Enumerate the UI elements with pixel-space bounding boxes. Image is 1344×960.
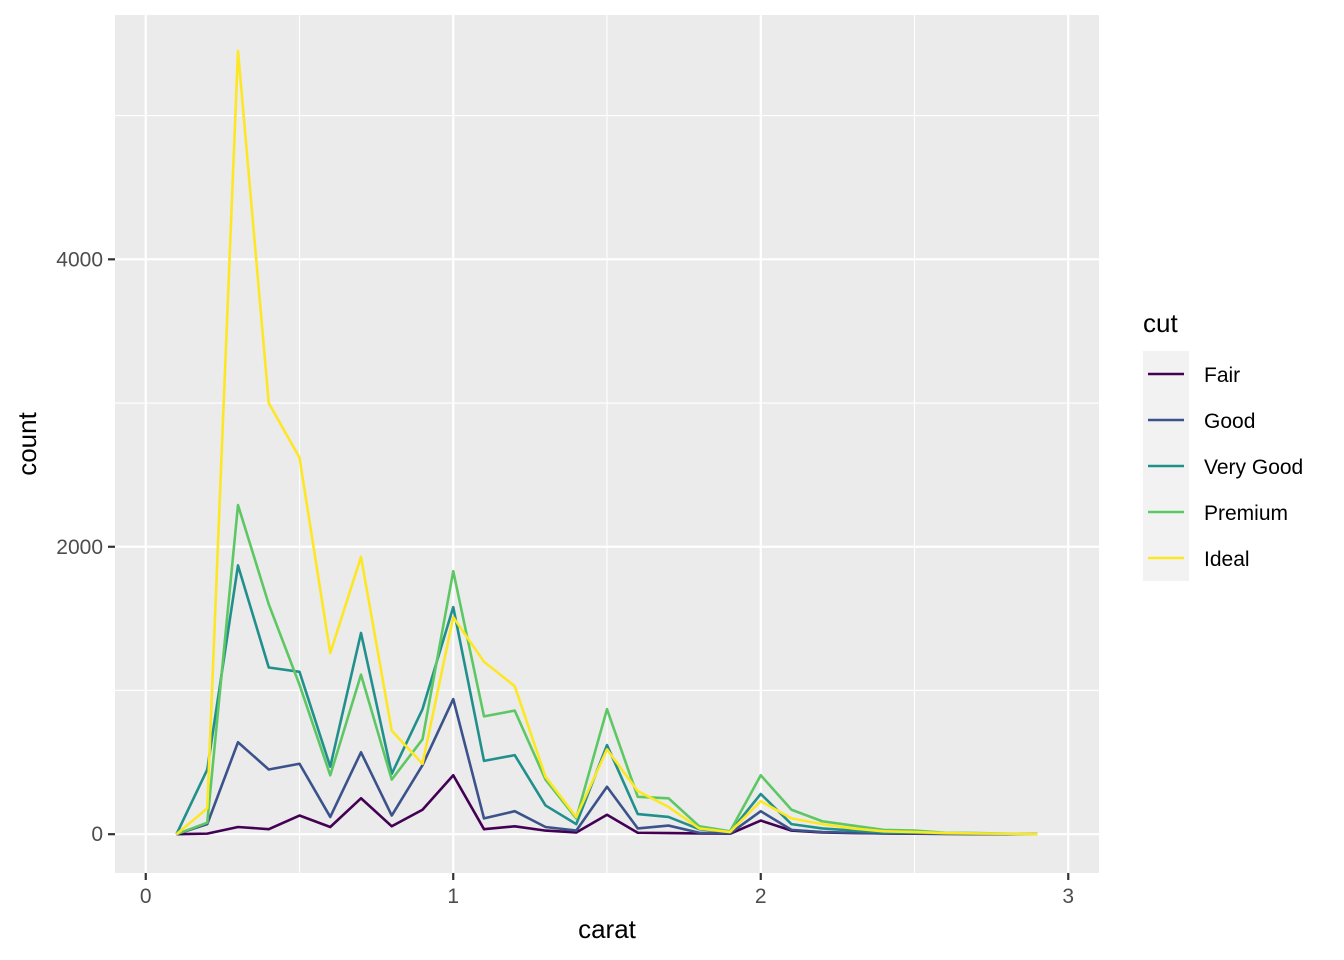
y-tick-label: 0 bbox=[91, 823, 103, 846]
x-axis-title: carat bbox=[578, 914, 637, 944]
minor-gridlines bbox=[115, 15, 1099, 873]
y-tick-label: 2000 bbox=[56, 536, 103, 559]
y-axis-title: count bbox=[12, 411, 42, 475]
series-lines bbox=[175, 49, 1038, 836]
x-tick-label: 3 bbox=[1062, 885, 1074, 908]
legend-label: Fair bbox=[1204, 364, 1240, 387]
x-tick-label: 0 bbox=[140, 885, 152, 908]
legend-label: Ideal bbox=[1204, 548, 1250, 571]
legend-label: Very Good bbox=[1204, 456, 1303, 479]
x-tick-label: 2 bbox=[755, 885, 767, 908]
series-line-premium bbox=[176, 503, 1038, 836]
legend-items: Fair Good Very Good Premium Ideal bbox=[1148, 364, 1303, 571]
legend: cut Fair Good Very Good Premium Ideal bbox=[1143, 308, 1303, 581]
legend-label: Premium bbox=[1204, 502, 1288, 525]
y-tick-label: 4000 bbox=[56, 248, 103, 271]
x-tick-label: 1 bbox=[447, 885, 459, 908]
series-line-ideal bbox=[175, 49, 1038, 836]
legend-label: Good bbox=[1204, 410, 1255, 433]
x-axis: 0 1 2 3 bbox=[140, 873, 1074, 908]
y-axis: 0 2000 4000 bbox=[56, 248, 115, 846]
legend-title: cut bbox=[1143, 308, 1178, 338]
